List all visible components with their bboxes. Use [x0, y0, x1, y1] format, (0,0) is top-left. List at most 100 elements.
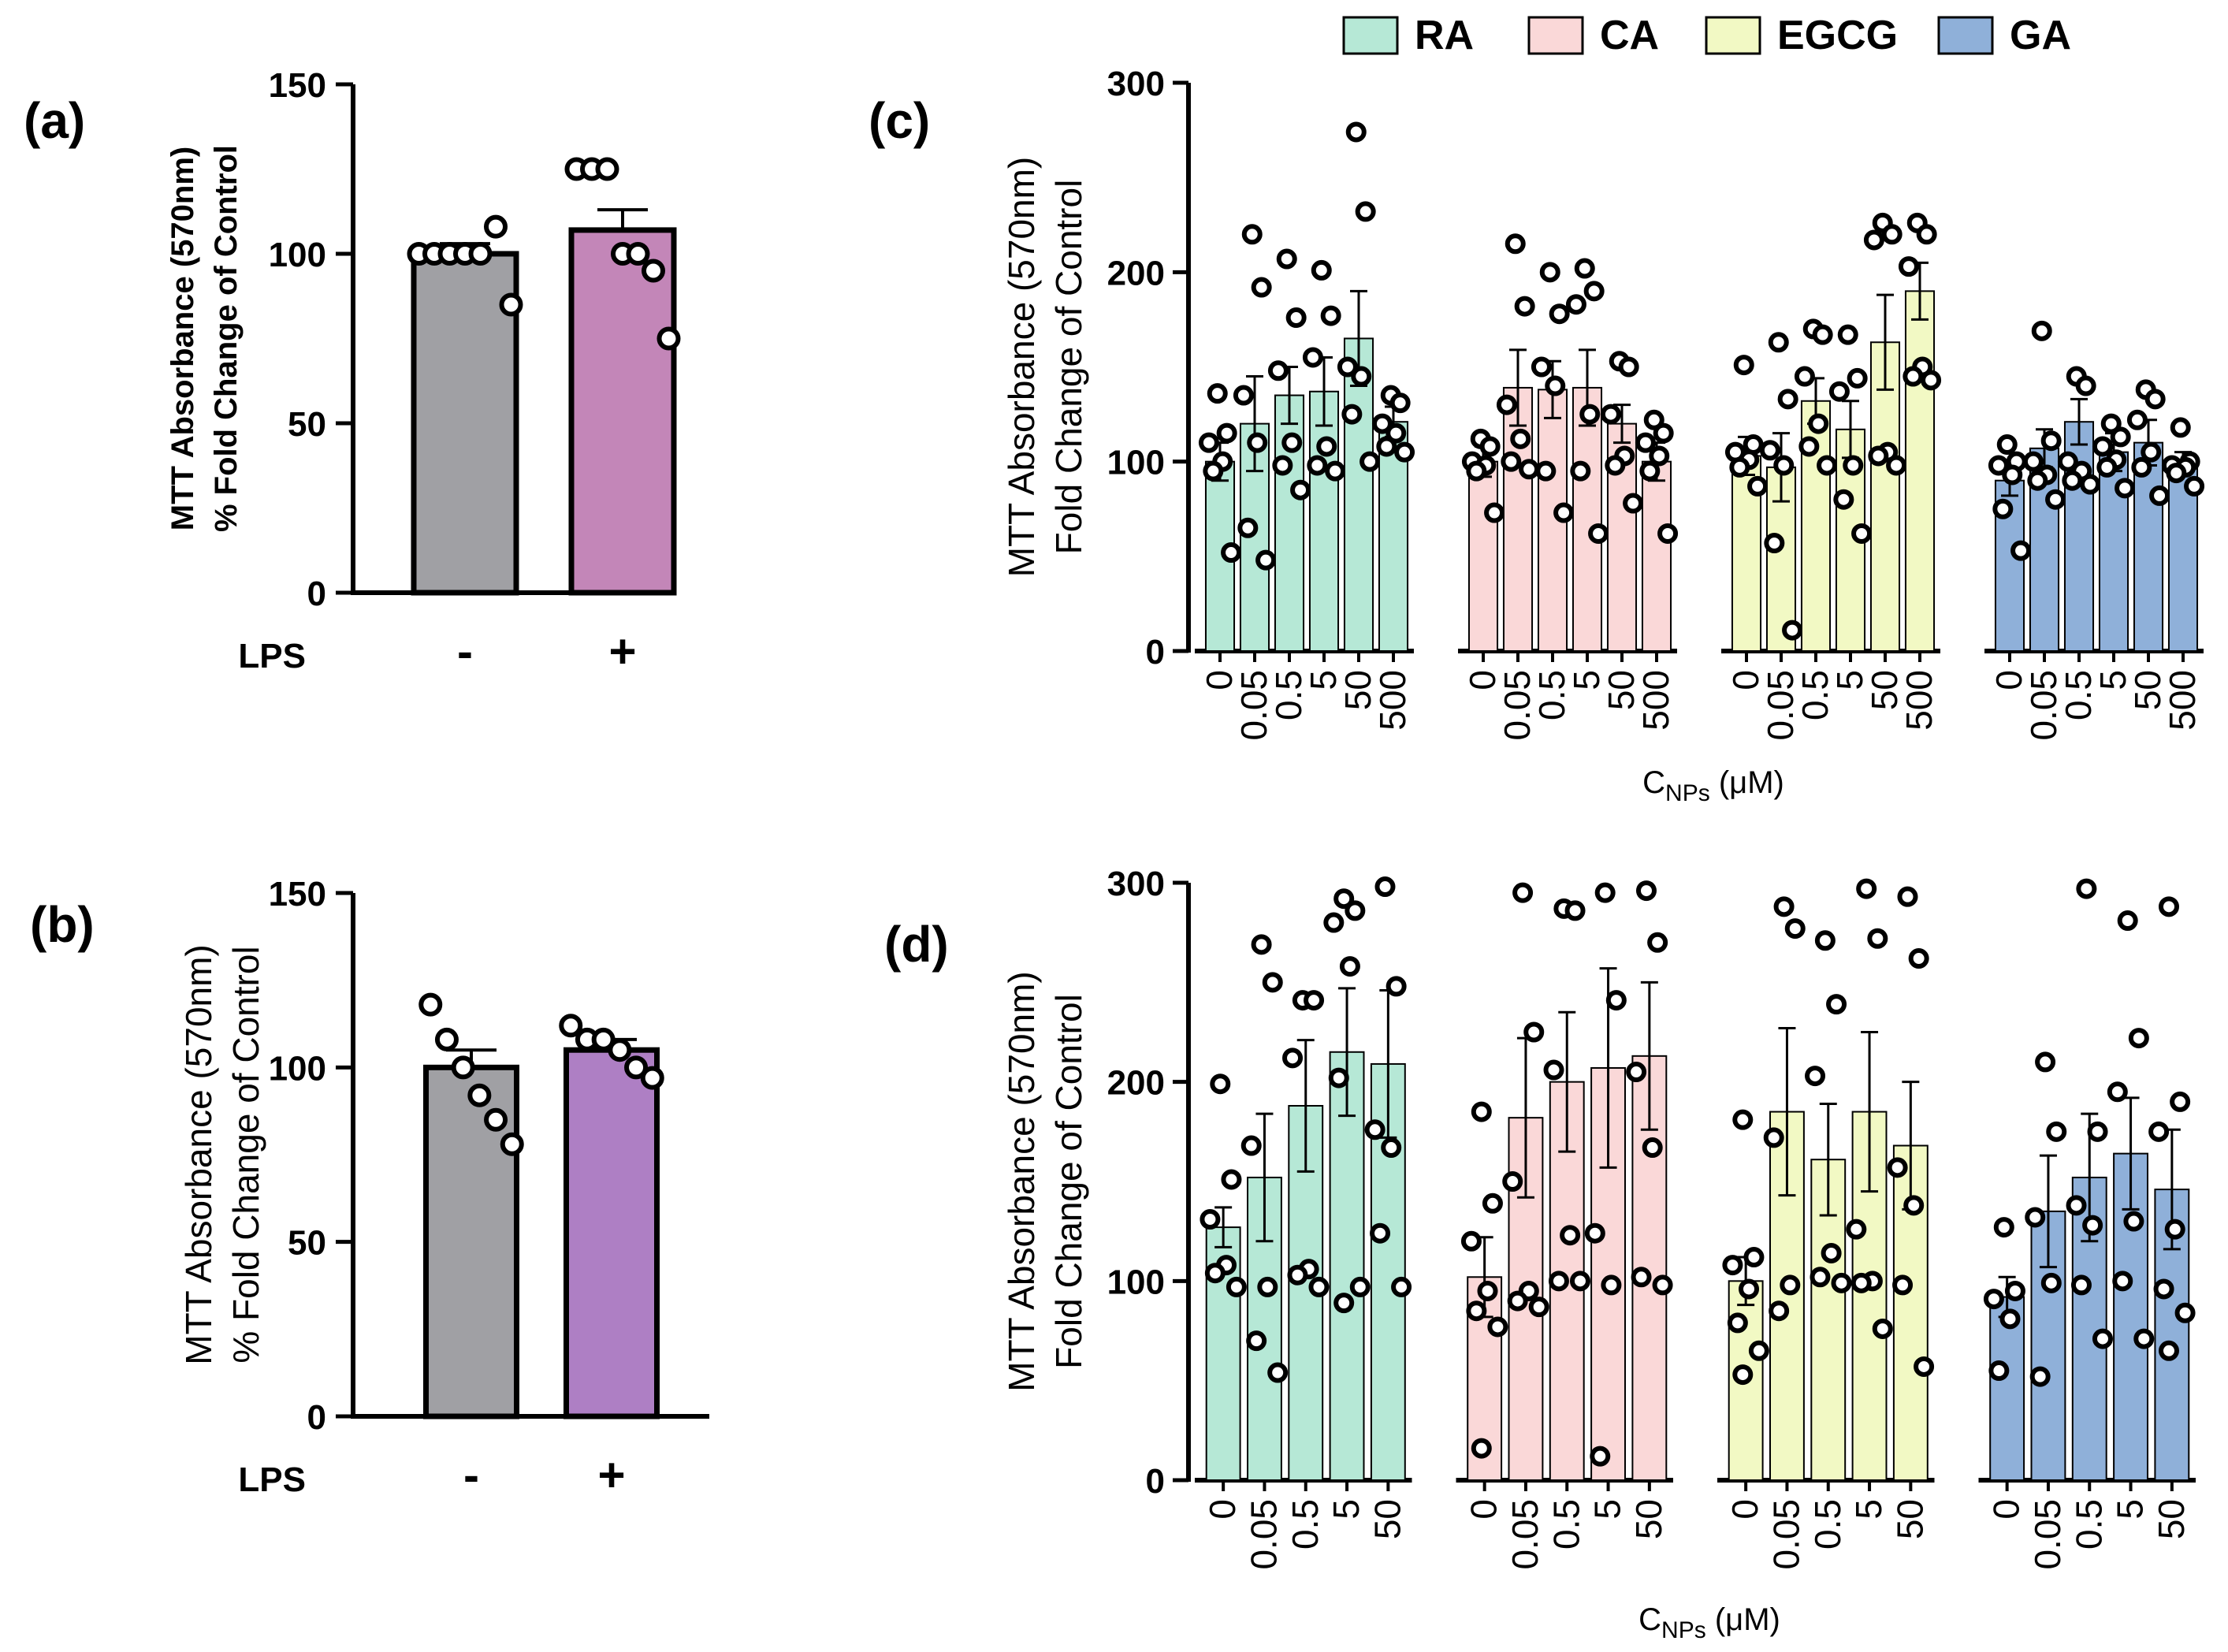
data-point	[1782, 620, 1803, 641]
data-point	[1370, 1222, 1391, 1244]
data-point	[2158, 896, 2179, 917]
x-category-label: +	[597, 1449, 625, 1501]
x-axis-title: CNPs (μM)	[1642, 765, 1784, 806]
x-category-label: 0	[1199, 670, 1240, 690]
data-point	[1307, 455, 1328, 476]
data-point	[2184, 475, 2205, 497]
data-point	[2144, 389, 2166, 410]
data-point	[1773, 896, 1795, 917]
data-point	[1519, 459, 1540, 480]
data-point	[1988, 455, 2009, 476]
data-point	[1914, 1356, 1935, 1377]
data-point	[1507, 1290, 1528, 1312]
x-category-label: 5	[1303, 670, 1344, 690]
data-point	[1304, 990, 1325, 1011]
data-point	[2080, 474, 2101, 495]
data-point	[2170, 1091, 2191, 1112]
data-point	[559, 1014, 583, 1038]
data-point	[1579, 404, 1601, 425]
data-point	[1732, 1364, 1754, 1386]
data-point	[1828, 381, 1850, 402]
legend: RA CA EGCG GA	[1342, 13, 2071, 58]
data-point	[1272, 455, 1293, 476]
data-point	[1777, 389, 1798, 410]
data-point	[1601, 1274, 1622, 1296]
x-category-label: 5	[1848, 1499, 1889, 1520]
data-point	[1386, 976, 1407, 997]
y-axis-label: MTT Absorbance (570nm)	[1001, 157, 1042, 578]
x-axis-title: LPS	[238, 1460, 306, 1499]
x-category-label: 5	[2092, 670, 2133, 690]
bar-EGCG-500	[1904, 290, 1936, 652]
data-point	[468, 242, 493, 266]
data-point	[1514, 296, 1535, 317]
data-point	[2010, 540, 2032, 561]
x-category-label: 0.5	[1795, 670, 1836, 720]
data-point	[626, 242, 650, 266]
data-point	[1351, 366, 1372, 387]
x-axis-title-main: C	[1642, 765, 1665, 800]
data-point	[1553, 502, 1575, 523]
data-point	[1233, 385, 1254, 406]
data-point	[1892, 1274, 1914, 1296]
data-point	[1856, 878, 1877, 899]
panel-label: (b)	[30, 896, 95, 953]
data-point	[1817, 455, 1838, 476]
x-category-label: 5	[1566, 670, 1607, 690]
data-point	[1523, 1021, 1545, 1043]
data-point	[1262, 972, 1283, 993]
x-axis-title-unit: (μM)	[1710, 765, 1784, 800]
x-category-label: 0.5	[1807, 1499, 1848, 1550]
data-point	[1316, 436, 1337, 457]
x-axis-title: LPS	[238, 637, 306, 675]
y-axis-label: MTT Absorbance (570nm)	[1001, 971, 1042, 1392]
legend-swatch-RA	[1342, 16, 1399, 55]
data-point	[1394, 441, 1415, 463]
data-point	[624, 1055, 649, 1080]
data-point	[1374, 876, 1396, 898]
y-tick-label: 200	[1107, 1064, 1165, 1103]
data-point	[2096, 456, 2118, 478]
bar-RA-50	[1343, 337, 1374, 652]
data-point	[1921, 370, 1942, 391]
data-point	[1759, 440, 1780, 461]
panel-c: (c) 0 100 200 300 MTT Absorbance (570nm) Fold …	[869, 65, 2205, 806]
data-point	[1349, 1276, 1371, 1297]
data-point	[1643, 409, 1664, 430]
data-point	[1528, 1297, 1549, 1318]
data-point	[1290, 479, 1311, 500]
data-point	[1903, 366, 1924, 387]
data-point	[1341, 404, 1363, 425]
data-point	[1996, 434, 2018, 456]
legend-label-RA: RA	[1415, 13, 1474, 58]
data-point	[1247, 432, 1268, 453]
data-point	[451, 1055, 475, 1080]
data-point	[1281, 432, 1303, 453]
data-point	[2153, 1278, 2174, 1300]
x-category-label: 0	[1988, 670, 2029, 690]
data-point	[2092, 1328, 2113, 1349]
data-point	[1477, 1280, 1498, 1301]
x-category-label: 50	[1889, 1499, 1930, 1539]
x-axis-title: CNPs (μM)	[1638, 1602, 1780, 1643]
data-point	[2158, 1340, 2179, 1361]
data-point	[1320, 305, 1341, 326]
data-point	[2123, 1211, 2144, 1232]
data-point	[1502, 1171, 1523, 1192]
panel-label: (c)	[869, 92, 930, 149]
data-point	[2166, 463, 2187, 484]
data-point	[1635, 432, 1656, 453]
data-point	[1810, 1267, 1831, 1288]
bar-CA-500	[1641, 460, 1672, 653]
data-point	[1812, 324, 1833, 345]
data-point	[2076, 878, 2097, 899]
y-tick-label: 150	[269, 875, 326, 913]
x-category-label: 0	[1725, 670, 1766, 690]
data-point	[1872, 1318, 1893, 1339]
data-point	[2022, 451, 2044, 472]
y-tick-label: 300	[1107, 865, 1165, 903]
bar-RA-5	[1308, 390, 1340, 652]
x-category-label: -	[463, 1449, 479, 1501]
data-point	[2057, 451, 2078, 472]
data-point	[1588, 523, 1609, 544]
